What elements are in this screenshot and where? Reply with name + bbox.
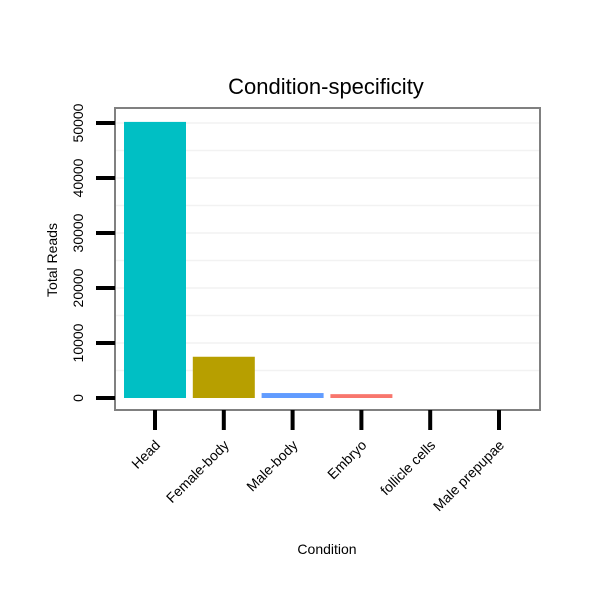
x-tick-label: Embryo [324, 437, 370, 483]
bar [330, 394, 393, 398]
bars [124, 121, 393, 399]
x-tick-label: Male-body [243, 437, 301, 495]
y-tick-label: 50000 [70, 103, 86, 142]
plot-frame [114, 107, 541, 411]
y-tick-label: 10000 [70, 323, 86, 362]
y-tick-label: 30000 [70, 213, 86, 252]
x-axis-title: Condition [297, 541, 356, 557]
x-tick-label: Female-body [163, 437, 232, 506]
bar [261, 393, 324, 398]
y-tick-label: 40000 [70, 158, 86, 197]
bar [192, 356, 255, 398]
y-axis: 0 10000 20000 30000 40000 50000 [70, 103, 115, 402]
y-axis-title: Total Reads [44, 223, 60, 297]
x-tick-label: follicle cells [377, 437, 438, 498]
x-axis: Head Female-body Male-body Embryo follicle c… [128, 410, 507, 514]
x-tick-label: Head [128, 437, 163, 472]
x-tick-label: Male prepupae [430, 437, 508, 515]
bar [124, 121, 186, 399]
chart-title: Condition-specificity [228, 74, 424, 99]
y-tick-label: 0 [70, 394, 86, 402]
y-tick-label: 20000 [70, 268, 86, 307]
